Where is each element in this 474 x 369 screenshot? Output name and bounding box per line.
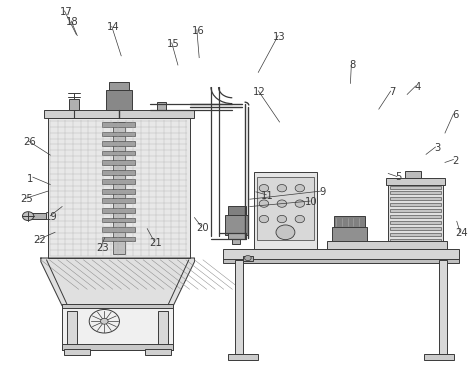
Bar: [102, 237, 136, 241]
Bar: [102, 122, 136, 127]
Bar: [102, 199, 136, 203]
Circle shape: [22, 212, 34, 221]
Bar: [243, 256, 253, 261]
Text: 9: 9: [319, 187, 325, 197]
Bar: [44, 110, 193, 118]
Text: 19: 19: [46, 212, 58, 222]
Circle shape: [89, 310, 119, 333]
Bar: [439, 260, 447, 354]
Text: 24: 24: [455, 228, 468, 238]
Bar: [390, 215, 441, 218]
Bar: [225, 215, 248, 235]
Bar: [106, 90, 132, 110]
Bar: [69, 99, 79, 110]
Bar: [102, 189, 136, 194]
Bar: [404, 170, 421, 178]
Text: 18: 18: [66, 17, 79, 27]
Bar: [331, 227, 367, 247]
Text: 1: 1: [27, 174, 33, 184]
Bar: [109, 82, 129, 90]
Text: 4: 4: [414, 82, 420, 92]
Text: 22: 22: [33, 235, 46, 245]
Bar: [145, 349, 171, 355]
Circle shape: [276, 225, 295, 239]
Bar: [327, 241, 447, 249]
Bar: [31, 213, 46, 219]
Bar: [388, 184, 443, 249]
Bar: [257, 177, 314, 239]
Text: 16: 16: [192, 26, 205, 36]
Bar: [390, 238, 441, 241]
Text: 26: 26: [24, 137, 36, 147]
Bar: [67, 311, 77, 350]
Bar: [228, 206, 246, 215]
Bar: [390, 221, 441, 224]
Polygon shape: [41, 258, 194, 306]
Text: 6: 6: [452, 110, 458, 120]
Bar: [386, 178, 445, 184]
Bar: [390, 192, 441, 194]
Bar: [232, 238, 240, 244]
Circle shape: [259, 184, 269, 192]
Bar: [228, 354, 258, 360]
Bar: [424, 354, 455, 360]
Bar: [390, 197, 441, 200]
Bar: [102, 218, 136, 223]
Bar: [390, 227, 441, 230]
Circle shape: [245, 255, 251, 261]
Circle shape: [259, 215, 269, 223]
Bar: [102, 151, 136, 155]
Text: 20: 20: [197, 223, 210, 233]
Bar: [102, 179, 136, 184]
Circle shape: [259, 200, 269, 207]
Text: 3: 3: [435, 143, 441, 153]
Circle shape: [295, 215, 305, 223]
Circle shape: [100, 318, 108, 324]
Bar: [102, 160, 136, 165]
Bar: [62, 344, 173, 350]
Circle shape: [295, 184, 305, 192]
Text: 15: 15: [167, 39, 180, 49]
Text: 11: 11: [261, 190, 274, 200]
Text: 13: 13: [273, 32, 286, 42]
Text: 25: 25: [20, 194, 33, 204]
Bar: [228, 233, 246, 239]
Text: 17: 17: [60, 7, 73, 17]
Text: 2: 2: [452, 156, 458, 166]
Bar: [102, 208, 136, 213]
Circle shape: [277, 215, 287, 223]
Bar: [156, 102, 166, 110]
Text: 7: 7: [389, 87, 395, 97]
Bar: [390, 186, 441, 189]
Bar: [223, 249, 459, 260]
Text: 8: 8: [350, 60, 356, 70]
Bar: [254, 172, 318, 249]
Bar: [48, 118, 190, 258]
Bar: [102, 132, 136, 136]
Bar: [102, 227, 136, 232]
Bar: [390, 209, 441, 212]
Text: 23: 23: [96, 243, 109, 253]
Bar: [390, 233, 441, 235]
Bar: [64, 349, 91, 355]
Bar: [223, 259, 459, 263]
Text: 21: 21: [149, 238, 162, 248]
Bar: [390, 203, 441, 206]
Text: 14: 14: [107, 22, 119, 32]
Circle shape: [277, 200, 287, 207]
Bar: [334, 217, 365, 227]
Bar: [102, 170, 136, 175]
Bar: [62, 304, 173, 308]
Bar: [102, 141, 136, 146]
Bar: [235, 260, 243, 354]
Text: 5: 5: [395, 172, 402, 182]
Text: 10: 10: [305, 197, 318, 207]
Circle shape: [277, 184, 287, 192]
Bar: [62, 306, 173, 350]
Bar: [113, 122, 125, 254]
Circle shape: [295, 200, 305, 207]
Bar: [158, 311, 168, 350]
Text: 12: 12: [253, 87, 266, 97]
